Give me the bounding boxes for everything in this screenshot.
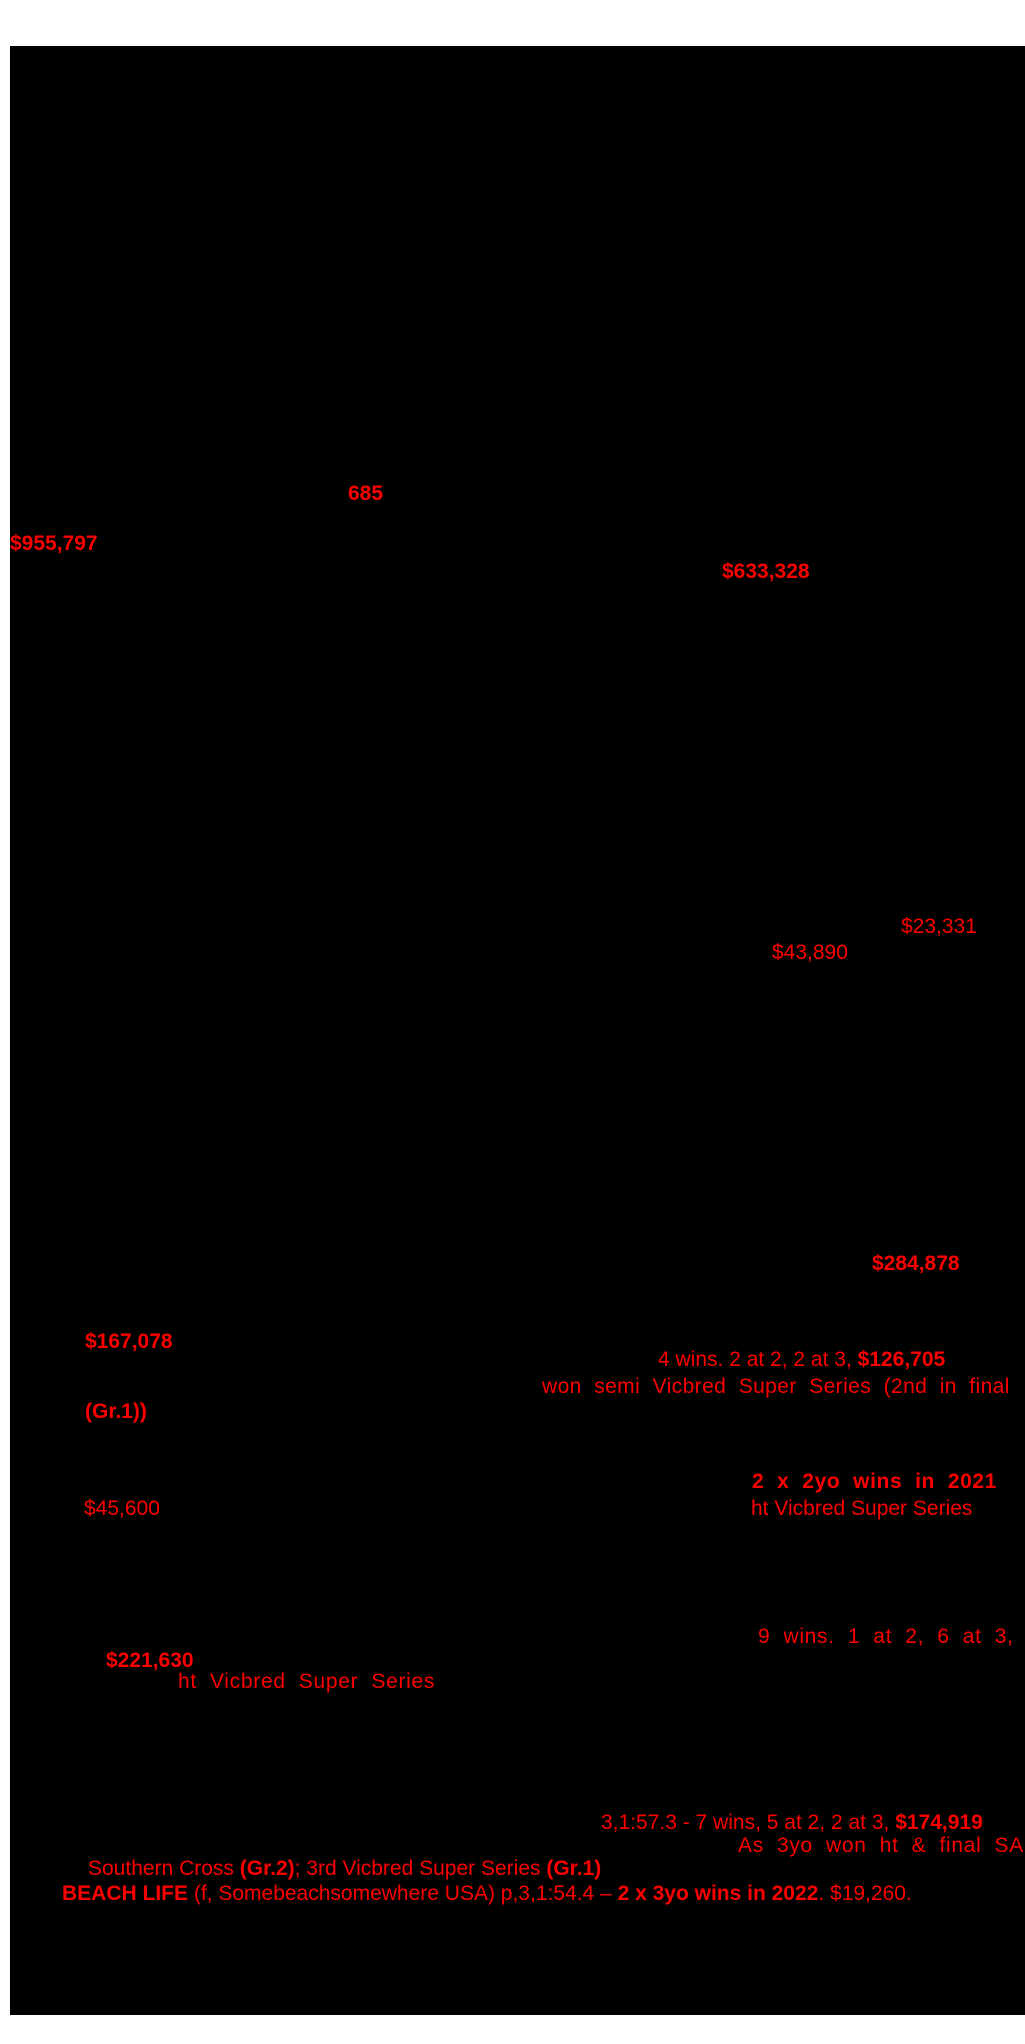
beach-life-wins: 2 x 3yo wins in 2022 [617,1882,819,1905]
four-wins-prefix: 4 wins. 2 at 2, 2 at 3, [658,1348,858,1371]
as-3yo-line: As 3yo won ht & final SA [738,1834,1024,1857]
time-record-prefix: 3,1:57.3 - 7 wins, 5 at 2, 2 at 3, [601,1811,896,1834]
ht-vicbred-2021-line: ht Vicbred Super Series [751,1497,973,1520]
earnings-167078: $167,078 [85,1330,173,1353]
beach-life-earnings: . $19,260. [818,1882,912,1905]
beach-life-line: BEACH LIFE (f, Somebeachsomewhere USA) p… [62,1883,912,1904]
time-record-earnings: $174,919 [895,1811,983,1834]
earnings-284878: $284,878 [872,1252,960,1275]
earnings-221630: $221,630 [106,1649,194,1672]
southern-cross-grade-2: (Gr.2) [239,1857,295,1880]
count-685: 685 [348,482,384,505]
beach-life-name: BEACH LIFE [62,1882,188,1905]
earnings-633328: $633,328 [722,560,810,583]
page-surface: $955,797 685 $633,328 $23,331 $43,890 $2… [10,46,1025,2015]
won-semi-line: won semi Vicbred Super Series (2nd in fi… [542,1375,1010,1398]
earnings-43890: $43,890 [772,941,848,964]
four-wins-line: 4 wins. 2 at 2, 2 at 3, $126,705 [658,1349,945,1370]
four-wins-earnings: $126,705 [857,1348,946,1371]
earnings-955797: $955,797 [10,532,98,555]
two-x-2yo-wins-line: 2 x 2yo wins in 2021 [752,1470,997,1493]
earnings-45600: $45,600 [84,1497,160,1520]
southern-cross-text-a: Southern Cross [88,1857,240,1880]
southern-cross-text-b: ; 3rd Vicbred Super Series [294,1857,547,1880]
southern-cross-line: Southern Cross (Gr.2); 3rd Vicbred Super… [88,1858,601,1879]
ht-vicbred-series-line: ht Vicbred Super Series [178,1670,436,1693]
beach-life-breeding: (f, Somebeachsomewhere USA) p,3,1:54.4 – [188,1882,618,1905]
earnings-23331: $23,331 [901,915,977,938]
southern-cross-grade-1: (Gr.1) [546,1857,602,1880]
time-record-line: 3,1:57.3 - 7 wins, 5 at 2, 2 at 3, $174,… [601,1812,983,1833]
grade-note: (Gr.1)) [85,1400,147,1423]
nine-wins-line: 9 wins. 1 at 2, 6 at 3, [758,1625,1014,1648]
